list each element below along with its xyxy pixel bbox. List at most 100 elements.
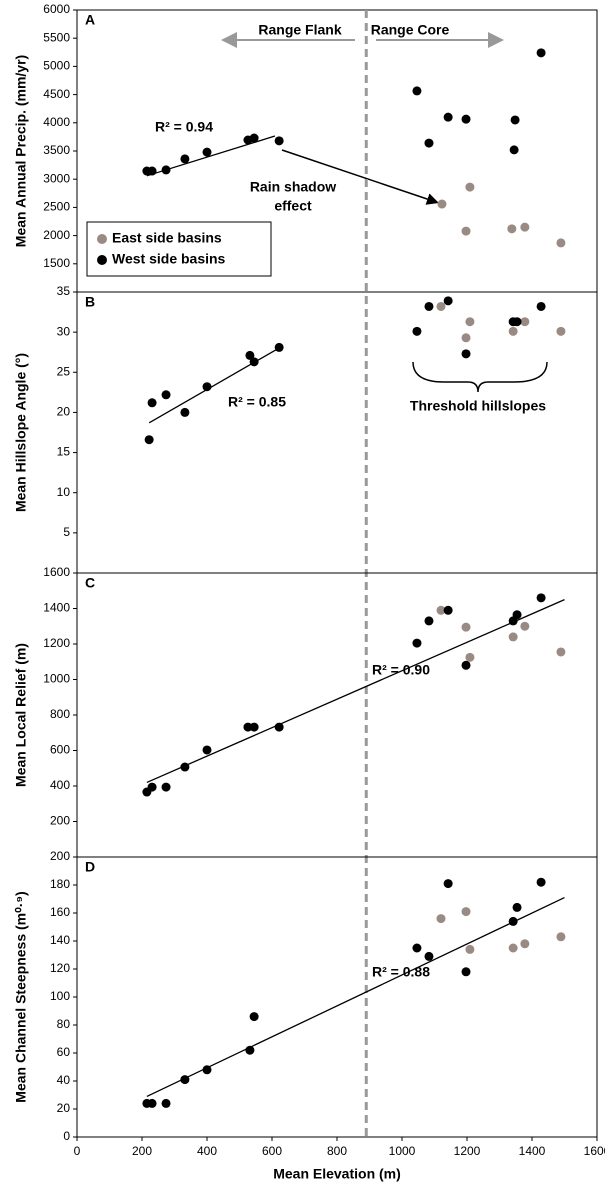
point [512,317,522,327]
r2-label: R² = 0.90 [372,662,430,678]
y-tick-label: 10 [57,485,71,499]
point [180,154,190,164]
panel-label: C [85,575,95,591]
point [465,182,475,192]
r2-label: R² = 0.88 [372,964,430,980]
point [556,647,566,657]
y-tick-label: 20 [57,405,71,419]
y-tick-label: 30 [57,324,71,338]
point [443,605,453,615]
point [520,939,530,949]
r2-label: R² = 0.85 [228,394,286,410]
point [202,745,212,755]
point [161,390,171,400]
point [161,165,171,175]
point [508,632,518,642]
point [274,342,284,352]
point [161,782,171,792]
y-axis-label: Mean Local Relief (m) [13,643,29,787]
point [161,1098,171,1108]
panel-label: A [85,12,95,28]
point [412,326,422,336]
y-tick-label: 160 [50,905,70,919]
point [461,226,471,236]
y-tick-label: 2500 [43,200,70,214]
legend-marker [97,255,107,265]
point [243,722,253,732]
point [461,660,471,670]
point [465,652,475,662]
y-tick-label: 4500 [43,87,70,101]
y-tick-label: 200 [50,814,70,828]
point [509,145,519,155]
point [512,902,522,912]
point [436,301,446,311]
point [465,944,475,954]
point [437,199,447,209]
point [180,407,190,417]
x-tick-label: 200 [132,1144,152,1158]
legend-label: East side basins [112,230,222,246]
y-tick-label: 800 [50,707,70,721]
y-tick-label: 6000 [43,2,70,16]
annotation: Range Core [371,22,450,38]
y-axis-label: Mean Annual Precip. (mm/yr) [13,55,29,247]
panel-label: D [85,859,95,875]
annotation: Range Flank [258,22,341,38]
y-axis-label: Mean Hillslope Angle (°) [13,353,29,512]
y-tick-label: 100 [50,989,70,1003]
point [461,349,471,359]
point [180,1075,190,1085]
point [536,593,546,603]
y-tick-label: 1000 [43,672,70,686]
y-tick-label: 3500 [43,143,70,157]
x-tick-label: 600 [262,1144,282,1158]
r2-label: R² = 0.94 [155,119,213,135]
point [510,115,520,125]
y-tick-label: 140 [50,933,70,947]
point [520,621,530,631]
point [412,943,422,953]
point [508,326,518,336]
point [443,112,453,122]
point [249,133,259,143]
point [249,1012,259,1022]
point [461,333,471,343]
point [412,638,422,648]
point [536,877,546,887]
annotation: Rain shadow [250,179,336,195]
y-tick-label: 400 [50,778,70,792]
y-tick-label: 25 [57,364,71,378]
point [443,296,453,306]
y-tick-label: 5000 [43,59,70,73]
point [424,616,434,626]
x-axis-label: Mean Elevation (m) [273,1166,401,1182]
point [436,605,446,615]
point [461,967,471,977]
trendline [146,599,565,784]
point [147,166,157,176]
y-tick-label: 1500 [43,256,70,270]
x-tick-label: 1000 [389,1144,416,1158]
legend-box [86,221,272,277]
annotation: effect [274,198,312,214]
y-tick-label: 1600 [43,565,70,579]
point [249,357,259,367]
y-tick-label: 60 [57,1045,71,1059]
point [520,222,530,232]
point [461,907,471,917]
point [508,943,518,953]
y-tick-label: 600 [50,743,70,757]
x-tick-label: 400 [197,1144,217,1158]
point [461,622,471,632]
point [412,86,422,96]
point [424,951,434,961]
point [144,435,154,445]
y-tick-label: 20 [57,1101,71,1115]
point [202,147,212,157]
y-tick-label: 5500 [43,30,70,44]
point [180,762,190,772]
brace [412,361,548,393]
point [520,317,530,327]
